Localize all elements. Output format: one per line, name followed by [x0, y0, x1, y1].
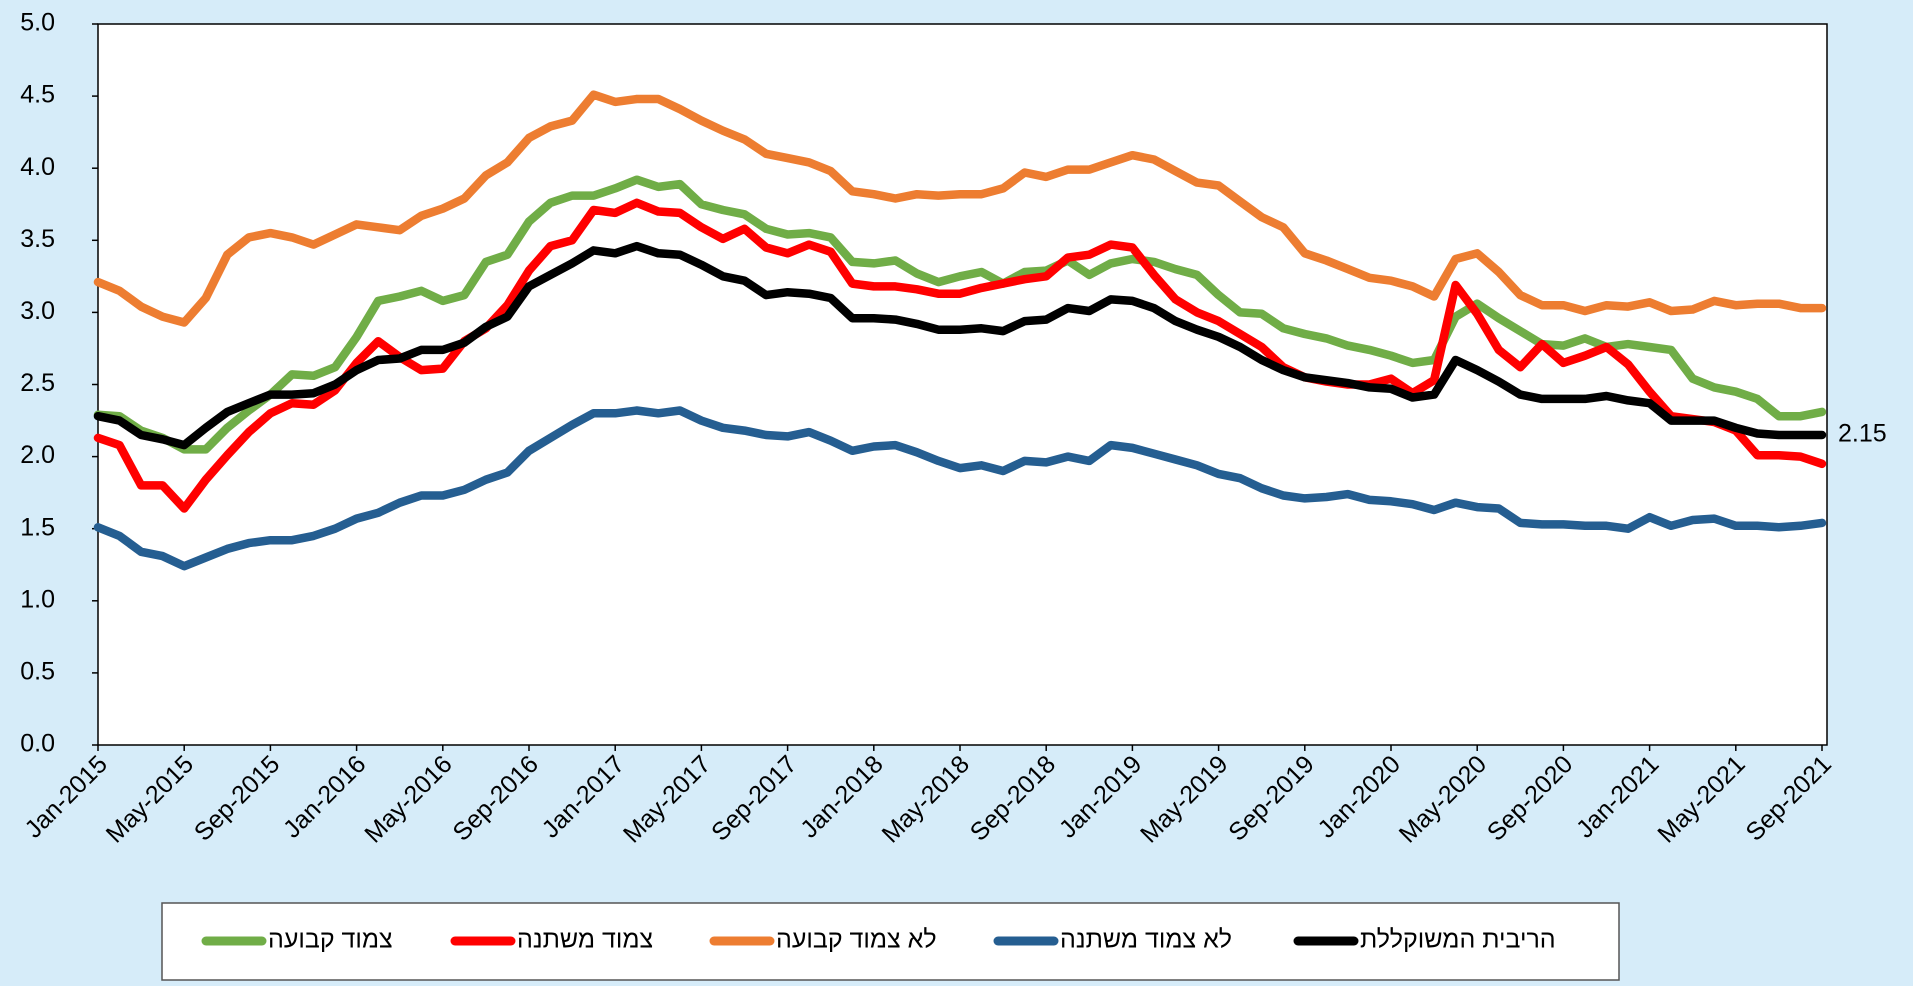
- series-line: [93, 241, 1827, 450]
- y-tick-label: 2.5: [20, 369, 55, 397]
- y-tick-label: 1.0: [20, 585, 55, 613]
- y-tick-label: 4.5: [20, 81, 55, 109]
- series-line: [93, 90, 1827, 327]
- plot-area: [97, 23, 1828, 746]
- y-tick-label: 0.0: [20, 730, 55, 758]
- y-tick-label: 1.5: [20, 513, 55, 541]
- legend: [161, 902, 1620, 981]
- series-line: [93, 406, 1827, 571]
- y-tick-label: 5.0: [20, 9, 55, 37]
- y-tick-label: 2.0: [20, 441, 55, 469]
- legend-label: הריבית המשוקללת: [1360, 926, 1556, 954]
- legend-label: לא צמוד קבועה: [776, 926, 937, 954]
- y-tick-label: 0.5: [20, 658, 55, 686]
- legend-label: צמוד קבועה: [268, 926, 393, 954]
- y-tick-label: 3.0: [20, 297, 55, 325]
- legend-label: צמוד משתנה: [517, 926, 653, 954]
- series-line: [93, 198, 1827, 513]
- series-line: [93, 175, 1827, 454]
- y-tick-label: 4.0: [20, 153, 55, 181]
- legend-label: לא צמוד משתנה: [1060, 926, 1232, 954]
- y-tick-label: 3.5: [20, 225, 55, 253]
- data-label: 2.15: [1838, 420, 1887, 448]
